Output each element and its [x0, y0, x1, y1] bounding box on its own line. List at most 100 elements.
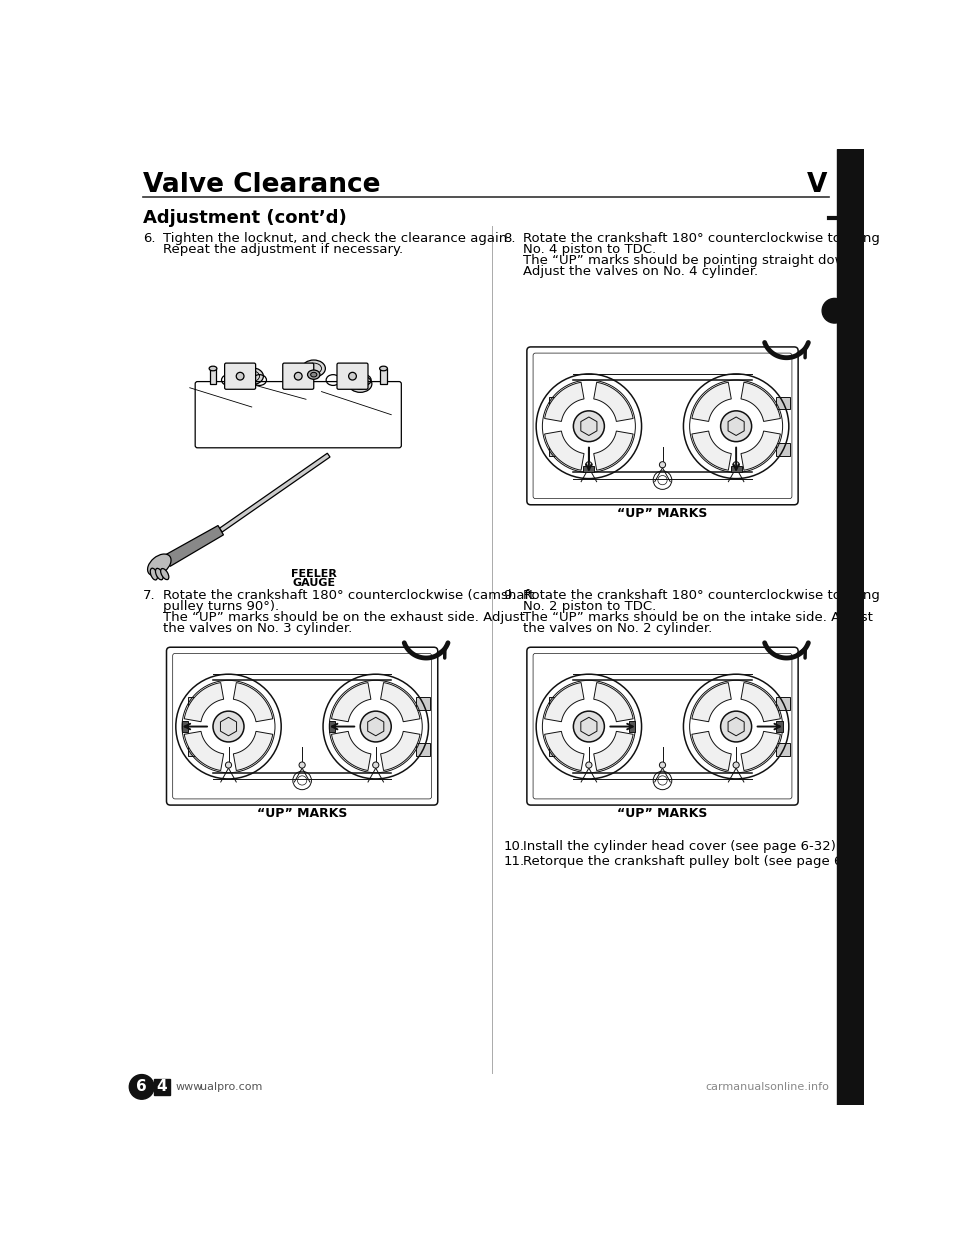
Circle shape [360, 712, 392, 741]
Bar [416, 697, 430, 709]
Circle shape [299, 761, 305, 768]
Polygon shape [692, 732, 732, 770]
Polygon shape [220, 453, 330, 532]
Ellipse shape [307, 370, 320, 379]
Polygon shape [741, 683, 780, 722]
Text: “UP” MARKS: “UP” MARKS [617, 807, 708, 821]
Polygon shape [331, 683, 371, 722]
Text: Rotate the crankshaft 180° counterclockwise to bring: Rotate the crankshaft 180° counterclockw… [523, 232, 880, 245]
Circle shape [721, 411, 752, 442]
Bar [837, 149, 864, 1105]
FancyBboxPatch shape [225, 363, 255, 389]
Circle shape [721, 712, 752, 741]
Polygon shape [692, 683, 732, 722]
Text: The “UP” marks should be on the exhaust side. Adjust: The “UP” marks should be on the exhaust … [162, 611, 524, 623]
Text: 11.: 11. [504, 856, 525, 868]
FancyBboxPatch shape [337, 363, 368, 389]
Text: pulley turns 90°).: pulley turns 90°). [162, 600, 278, 614]
Polygon shape [184, 683, 224, 722]
Text: the valves on No. 3 cylinder.: the valves on No. 3 cylinder. [162, 622, 352, 635]
Text: carmanualsonline.info: carmanualsonline.info [706, 1082, 829, 1092]
Polygon shape [544, 732, 584, 770]
Bar [210, 369, 216, 384]
Polygon shape [544, 683, 584, 722]
Text: Adjustment (cont’d): Adjustment (cont’d) [143, 209, 347, 227]
Bar [155, 1079, 170, 1094]
Ellipse shape [151, 568, 157, 580]
Ellipse shape [348, 375, 372, 392]
Polygon shape [741, 431, 780, 471]
Text: FEELER: FEELER [291, 569, 337, 579]
Polygon shape [184, 732, 224, 770]
Text: Valve Clearance: Valve Clearance [143, 173, 381, 199]
Circle shape [573, 712, 605, 741]
Polygon shape [380, 683, 420, 722]
Polygon shape [233, 732, 273, 770]
Polygon shape [329, 722, 335, 732]
Text: “UP” MARKS: “UP” MARKS [617, 507, 708, 520]
Text: Install the cylinder head cover (see page 6-32).: Install the cylinder head cover (see pag… [523, 840, 840, 853]
Bar [548, 744, 563, 756]
Polygon shape [331, 732, 371, 770]
Text: the valves on No. 2 cylinder.: the valves on No. 2 cylinder. [523, 622, 712, 635]
Ellipse shape [240, 368, 263, 385]
Circle shape [586, 462, 592, 468]
Text: www.: www. [176, 1082, 205, 1092]
Text: Retorque the crankshaft pulley bolt (see page 6-7).: Retorque the crankshaft pulley bolt (see… [523, 856, 865, 868]
Ellipse shape [148, 554, 171, 575]
Text: No. 4 piston to TDC.: No. 4 piston to TDC. [523, 243, 656, 256]
Bar [777, 397, 790, 410]
Bar [188, 744, 203, 756]
Polygon shape [741, 732, 780, 770]
Text: 7.: 7. [143, 590, 156, 602]
Circle shape [130, 1074, 155, 1099]
Ellipse shape [302, 360, 325, 378]
Polygon shape [544, 383, 584, 421]
Text: 6.: 6. [143, 232, 156, 245]
Polygon shape [777, 722, 782, 732]
Bar [416, 744, 430, 756]
Circle shape [660, 462, 665, 468]
Bar [188, 697, 203, 709]
Polygon shape [182, 722, 188, 732]
Polygon shape [629, 722, 636, 732]
Text: 6: 6 [136, 1079, 147, 1094]
Ellipse shape [209, 366, 217, 371]
Text: 8.: 8. [504, 232, 516, 245]
Bar [777, 744, 790, 756]
Text: 9.: 9. [504, 590, 516, 602]
Polygon shape [593, 383, 634, 421]
Circle shape [372, 761, 379, 768]
Polygon shape [544, 431, 584, 471]
Circle shape [733, 761, 739, 768]
Bar [548, 697, 563, 709]
Text: 10.: 10. [504, 840, 524, 853]
Text: No. 2 piston to TDC.: No. 2 piston to TDC. [523, 600, 657, 614]
Ellipse shape [160, 569, 169, 580]
Polygon shape [593, 732, 634, 770]
Text: “UP” MARKS: “UP” MARKS [257, 807, 348, 821]
Polygon shape [741, 383, 780, 421]
Bar [548, 443, 563, 456]
Polygon shape [380, 732, 420, 770]
Bar [777, 697, 790, 709]
Text: GAUGE: GAUGE [292, 578, 335, 587]
Circle shape [236, 373, 244, 380]
Bar [380, 369, 387, 384]
Text: Rotate the crankshaft 180° counterclockwise (camshaft: Rotate the crankshaft 180° counterclockw… [162, 590, 534, 602]
Text: Repeat the adjustment if necessary.: Repeat the adjustment if necessary. [162, 243, 403, 256]
Polygon shape [593, 683, 634, 722]
Text: The “UP” marks should be pointing straight down.: The “UP” marks should be pointing straig… [523, 253, 858, 267]
Circle shape [295, 373, 302, 380]
Polygon shape [584, 466, 594, 472]
Polygon shape [731, 466, 741, 472]
Text: Rotate the crankshaft 180° counterclockwise to bring: Rotate the crankshaft 180° counterclockw… [523, 590, 880, 602]
Text: ualpro.com: ualpro.com [200, 1082, 262, 1092]
Text: V: V [806, 173, 827, 199]
Ellipse shape [379, 366, 388, 371]
Text: The “UP” marks should be on the intake side. Adjust: The “UP” marks should be on the intake s… [523, 611, 873, 623]
Ellipse shape [156, 569, 163, 580]
Polygon shape [164, 525, 224, 566]
Circle shape [573, 411, 605, 442]
Polygon shape [593, 431, 634, 471]
